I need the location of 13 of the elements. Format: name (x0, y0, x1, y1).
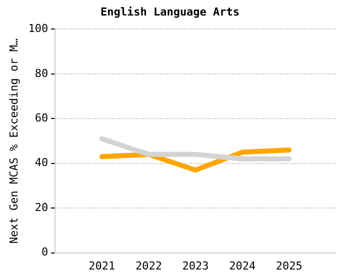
y-tick-label: 100 (28, 22, 48, 36)
y-axis-title: Next Gen MCAS % Exceeding or M… (7, 38, 20, 244)
y-tick-label: 20 (34, 200, 48, 214)
x-tick-label: 2023 (182, 259, 209, 272)
y-tick-label: 0 (41, 246, 48, 259)
y-tick-label: 40 (34, 156, 48, 170)
y-tick-label: 80 (34, 66, 48, 80)
x-tick-label: 2024 (229, 259, 256, 272)
chart-title: English Language Arts (100, 5, 240, 18)
x-tick-label: 2021 (88, 259, 116, 272)
x-tick-label: 2025 (276, 259, 302, 272)
y-tick-label: 60 (34, 112, 48, 124)
x-tick-label: 2022 (135, 259, 162, 272)
